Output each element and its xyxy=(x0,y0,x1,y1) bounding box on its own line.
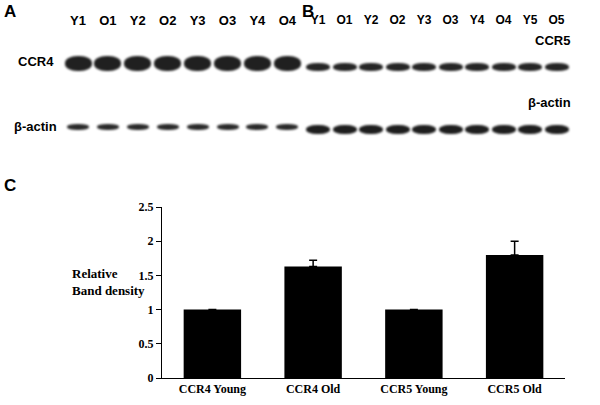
html-text:O3: O3 xyxy=(218,13,237,28)
svg-text:1.5: 1.5 xyxy=(139,269,154,283)
html-text:O3: O3 xyxy=(442,13,459,27)
svg-text:CCR5 Old: CCR5 Old xyxy=(487,382,542,396)
svg-text:CCR4 Old: CCR4 Old xyxy=(286,382,341,396)
html-text:O1: O1 xyxy=(99,13,117,28)
html-text:O4: O4 xyxy=(278,13,296,28)
html-text:Y4: Y4 xyxy=(469,13,485,27)
html-text:Y1: Y1 xyxy=(310,13,326,27)
svg-text:0: 0 xyxy=(148,371,154,385)
html-text:B: B xyxy=(302,2,315,21)
html-text:Y2: Y2 xyxy=(363,13,379,27)
html-text:β-actin: β-actin xyxy=(528,95,571,110)
html-text:O1: O1 xyxy=(336,13,353,27)
svg-text:0.5: 0.5 xyxy=(139,337,154,351)
html-text:Y3: Y3 xyxy=(189,13,206,28)
html-text:CCR4: CCR4 xyxy=(18,54,54,69)
html-text:O2: O2 xyxy=(159,13,177,28)
svg-text:2: 2 xyxy=(148,234,154,248)
html-text:A: A xyxy=(4,2,17,21)
svg-text:CCR5 Young: CCR5 Young xyxy=(380,382,447,396)
html-text:CCR5: CCR5 xyxy=(535,33,571,48)
svg-text:2.5: 2.5 xyxy=(139,200,154,214)
svg-text:RelativeBand density: RelativeBand density xyxy=(72,266,145,298)
html-text:O4: O4 xyxy=(495,13,512,27)
html-text:Y1: Y1 xyxy=(70,13,86,28)
html-text:Y5: Y5 xyxy=(522,13,538,27)
svg-text:1: 1 xyxy=(148,303,154,317)
html-text:Y2: Y2 xyxy=(129,13,146,28)
html-text:O5: O5 xyxy=(548,13,565,27)
html-text:C: C xyxy=(4,176,17,195)
html-text:Y4: Y4 xyxy=(249,13,266,28)
svg-text:CCR4 Young: CCR4 Young xyxy=(179,382,246,396)
html-text:Y3: Y3 xyxy=(416,13,432,27)
html-text:β-actin: β-actin xyxy=(14,119,57,134)
html-text:O2: O2 xyxy=(389,13,406,27)
